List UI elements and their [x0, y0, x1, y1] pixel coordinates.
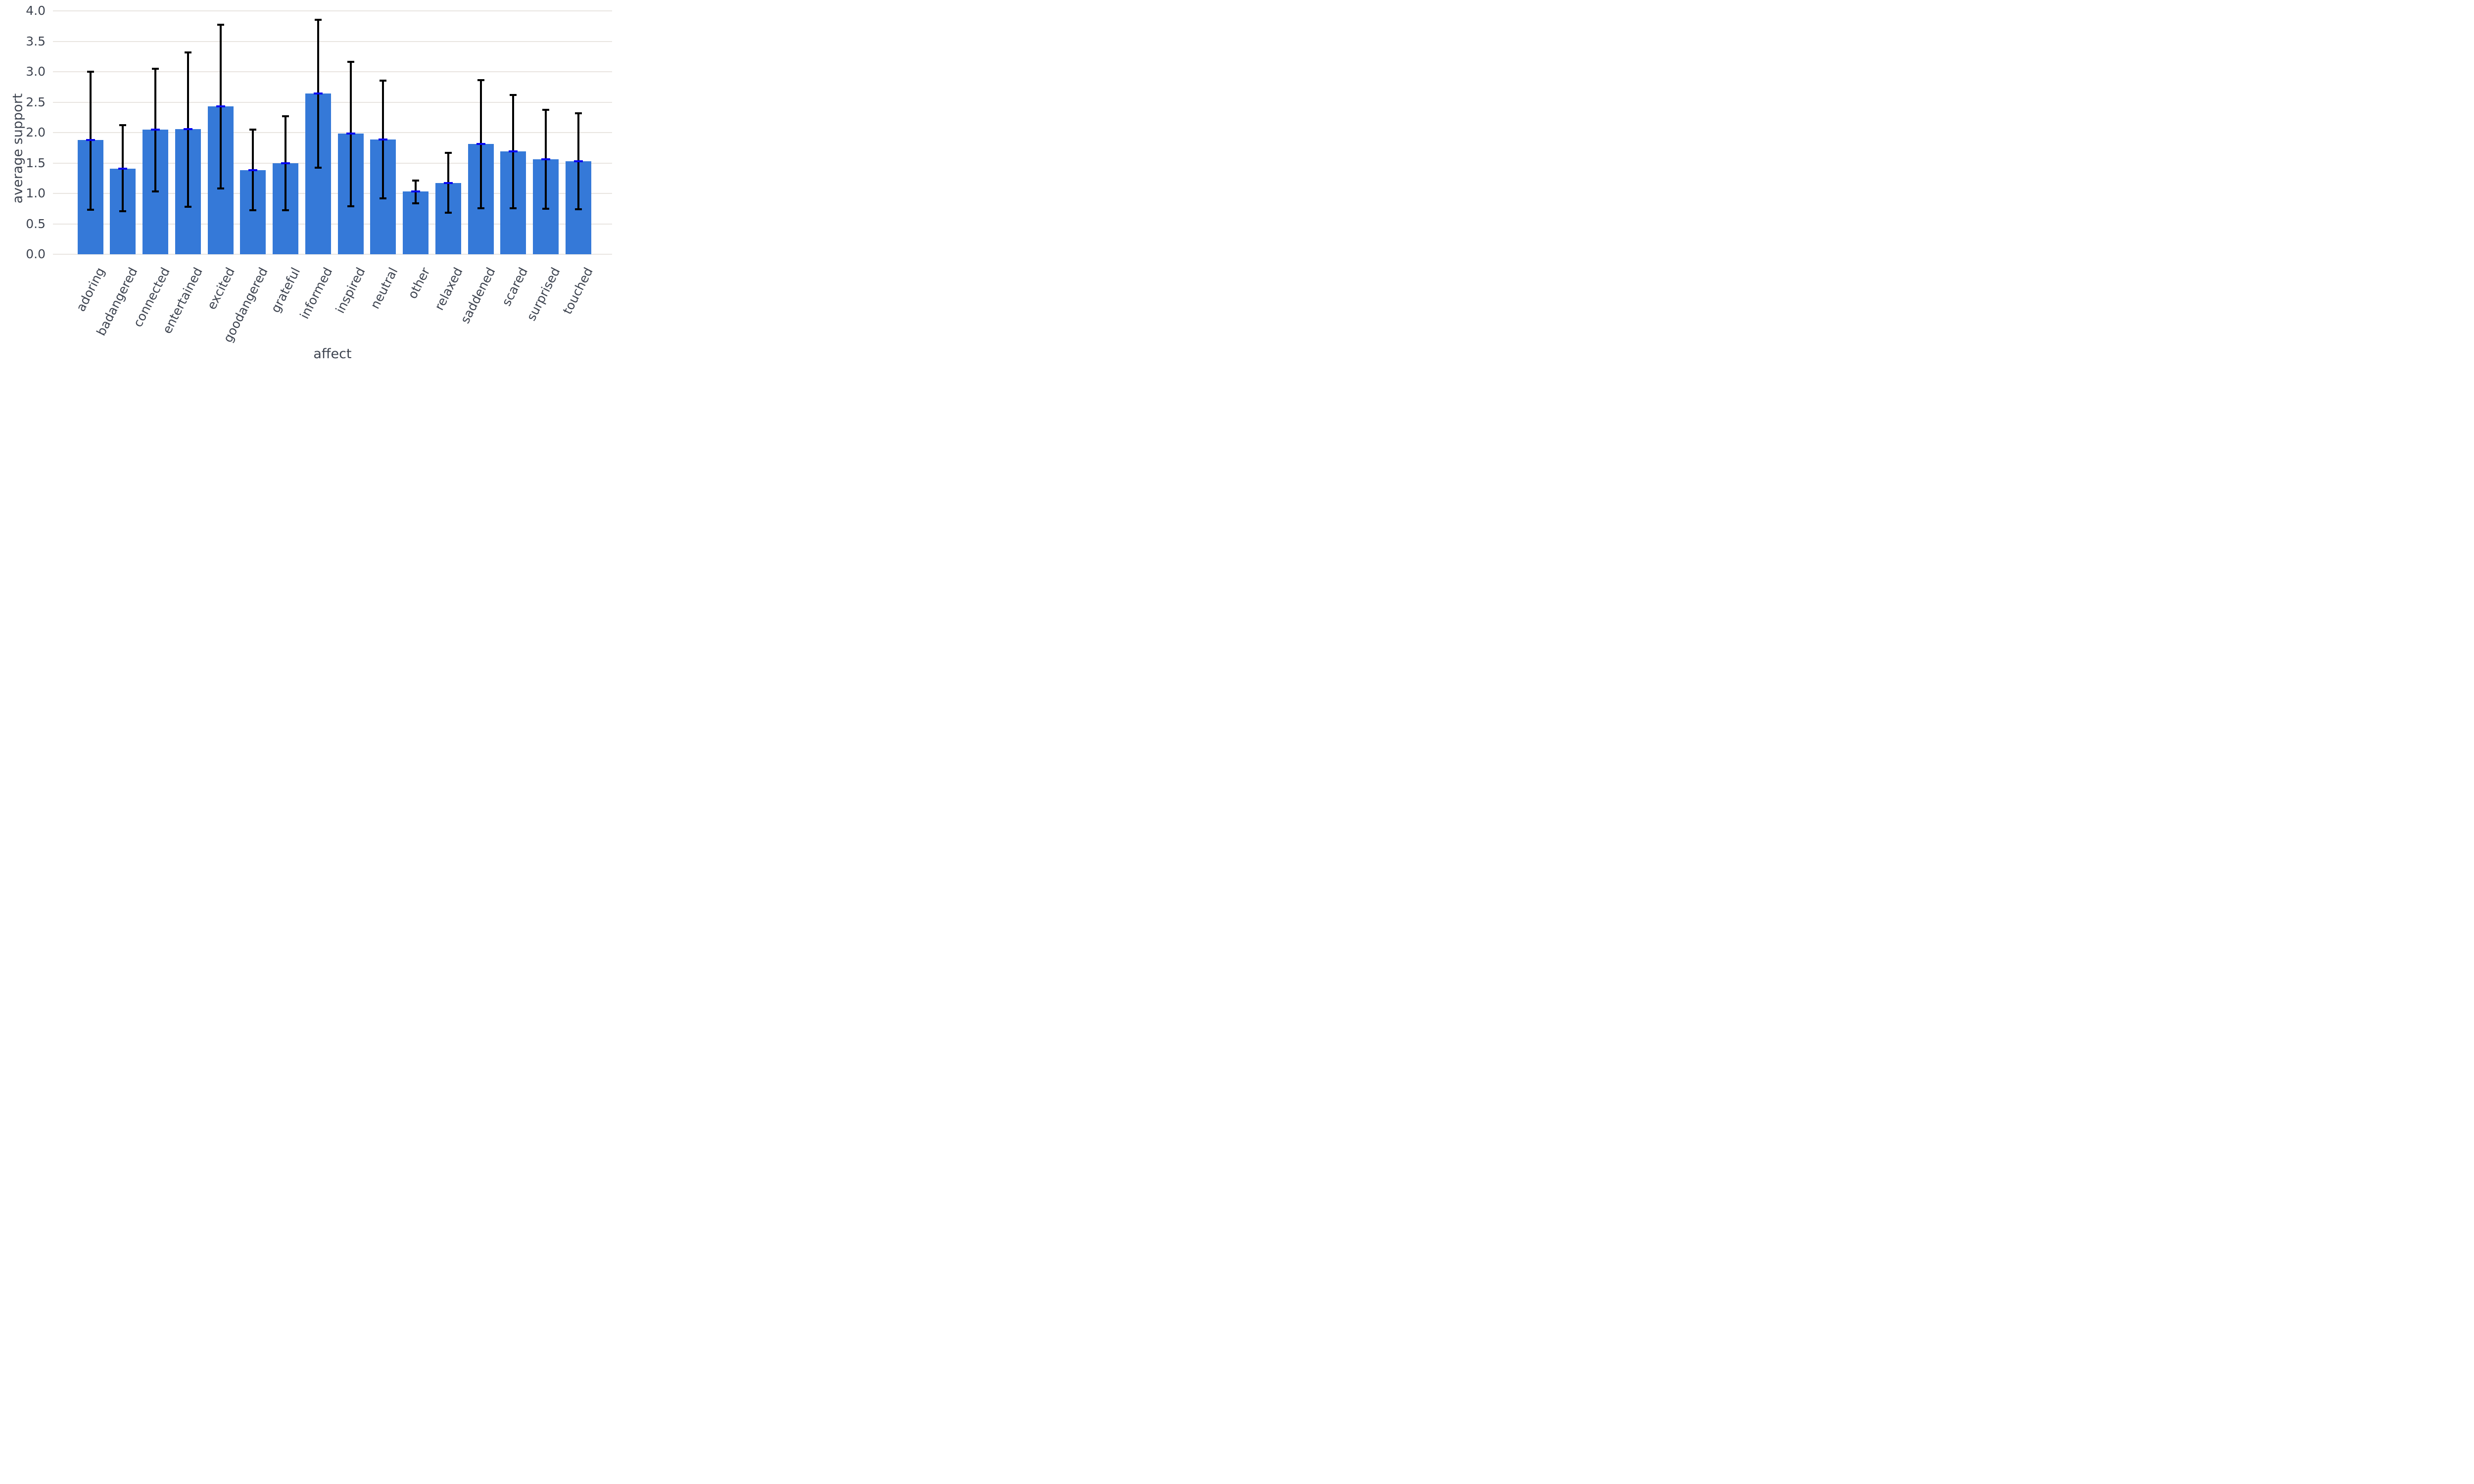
mean-cap-entertained	[183, 128, 192, 130]
y-tick-label: 1.0	[26, 186, 46, 200]
gridline-y-2.5	[53, 101, 612, 103]
error-cap-top	[574, 112, 582, 114]
x-tick-label-relaxed: relaxed	[431, 265, 466, 313]
y-tick-label: 0.0	[26, 247, 46, 261]
error-cap-bottom	[347, 205, 354, 207]
y-tick-label: 3.0	[26, 64, 46, 79]
gridline-y-3.5	[53, 41, 612, 42]
y-tick-label: 2.0	[26, 125, 46, 139]
gridline-y-3.0	[53, 71, 612, 72]
y-tick-label: 1.5	[26, 155, 46, 170]
x-tick-label-excited: excited	[204, 265, 238, 312]
mean-cap-surprised	[541, 158, 550, 161]
mean-cap-scared	[509, 150, 518, 153]
error-cap-bottom	[87, 209, 94, 211]
x-tick-label-scared: scared	[499, 265, 531, 309]
bar-chart-figure: affect average support 0.0 0.5 1.0 1.5 2.0 2.…	[0, 0, 618, 371]
x-tick-label-grateful: grateful	[268, 265, 303, 315]
error-cap-bottom	[510, 207, 517, 209]
error-cap-bottom	[444, 212, 452, 214]
error-cap-top	[282, 115, 289, 117]
error-cap-bottom	[574, 208, 582, 210]
error-cap-top	[444, 151, 452, 154]
error-cap-top	[152, 67, 159, 70]
y-tick-label: 2.5	[26, 94, 46, 109]
mean-cap-informed	[313, 93, 323, 95]
error-cap-bottom	[119, 210, 127, 212]
error-cap-top	[217, 24, 224, 26]
gridline-y-1.5	[53, 162, 612, 164]
mean-cap-inspired	[346, 133, 355, 135]
error-cap-top	[380, 80, 387, 82]
y-tick-label: 0.5	[26, 216, 46, 231]
mean-cap-excited	[216, 105, 225, 108]
gridline-y-1.0	[53, 193, 612, 194]
error-cap-bottom	[217, 187, 224, 190]
gridline-y-0.0	[53, 254, 612, 255]
x-tick-label-surprised: surprised	[524, 265, 564, 324]
error-cap-bottom	[477, 207, 484, 209]
error-cap-bottom	[152, 190, 159, 193]
x-axis-title: affect	[313, 346, 352, 362]
mean-cap-neutral	[379, 138, 388, 140]
error-cap-top	[314, 19, 322, 21]
error-cap-top	[347, 61, 354, 63]
gridline-y-4.0	[53, 10, 612, 11]
error-cap-top	[87, 71, 94, 73]
gridline-y-0.5	[53, 223, 612, 225]
mean-cap-adoring	[86, 139, 95, 141]
y-tick-label: 3.5	[26, 34, 46, 48]
mean-cap-relaxed	[443, 182, 453, 185]
mean-cap-grateful	[281, 162, 290, 164]
error-cap-bottom	[282, 209, 289, 212]
error-cap-bottom	[249, 209, 257, 212]
error-cap-bottom	[380, 197, 387, 199]
error-cap-top	[119, 124, 127, 127]
error-cap-top	[510, 93, 517, 96]
x-tick-label-other: other	[405, 265, 433, 301]
mean-cap-other	[411, 190, 420, 193]
error-cap-top	[412, 180, 419, 182]
mean-cap-touched	[573, 160, 583, 162]
mean-cap-goodangered	[248, 169, 258, 172]
error-cap-bottom	[412, 202, 419, 204]
error-cap-bottom	[184, 206, 191, 208]
error-cap-top	[542, 109, 549, 111]
y-tick-label: 4.0	[26, 3, 46, 18]
error-cap-top	[477, 79, 484, 82]
mean-cap-badangered	[118, 167, 128, 170]
mean-cap-saddened	[476, 143, 485, 145]
error-cap-bottom	[542, 207, 549, 210]
x-tick-label-neutral: neutral	[367, 265, 401, 311]
error-cap-top	[249, 128, 257, 131]
mean-cap-connected	[151, 128, 160, 131]
error-cap-bottom	[314, 167, 322, 169]
gridline-y-2.0	[53, 132, 612, 133]
error-cap-top	[184, 51, 191, 53]
x-tick-label-adoring: adoring	[73, 265, 108, 314]
x-tick-label-inspired: inspired	[333, 265, 368, 316]
x-tick-label-saddened: saddened	[458, 265, 498, 326]
x-tick-label-informed: informed	[297, 265, 335, 322]
x-tick-label-touched: touched	[560, 265, 596, 317]
